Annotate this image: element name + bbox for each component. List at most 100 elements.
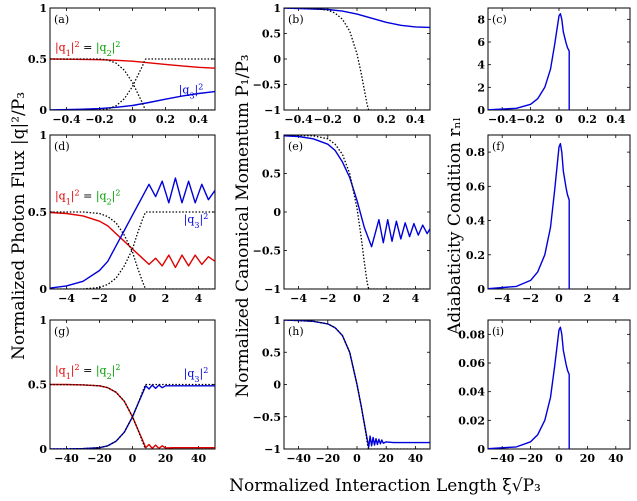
- xtick-label: −0.4: [284, 113, 313, 126]
- series-line-red: [50, 58, 215, 69]
- xtick-label: 20: [379, 452, 395, 465]
- series-line-black-dotted: [50, 383, 215, 449]
- series-line-blue: [488, 142, 570, 289]
- ytick-label: 0: [273, 53, 281, 66]
- xtick-label: −40: [490, 452, 515, 465]
- xtick-label: −0.2: [516, 113, 544, 126]
- series-line-black-dotted: [50, 211, 215, 289]
- xtick-label: 20: [158, 452, 174, 465]
- xtick-label: 0: [353, 292, 361, 305]
- ytick-label: 1: [39, 129, 47, 142]
- panel-label: (d): [54, 140, 70, 153]
- panel-label: (a): [54, 13, 69, 26]
- panel-label: (h): [288, 325, 304, 338]
- ytick-label: 4: [477, 59, 485, 72]
- panel-label: (e): [288, 140, 303, 153]
- legend-annotation: |q1|2 = |q2|2: [55, 188, 121, 206]
- panel-b: −0.4 −0.2 0 0.2 0.4 −1 −0.5 0 0.5 1 (b): [253, 2, 431, 126]
- ytick-label: 6: [477, 36, 485, 49]
- plot-frame-i: [487, 319, 631, 450]
- ytick-label: 0.6: [466, 180, 485, 193]
- xtick-label: 2: [584, 292, 592, 305]
- ytick-label: 0.8: [466, 146, 485, 159]
- xtick-label: −4: [290, 292, 307, 305]
- xtick-label: 0: [129, 113, 137, 126]
- xtick-label: −20: [316, 452, 341, 465]
- xtick-label: 0.2: [578, 113, 597, 126]
- series-line-black-dotted: [50, 383, 215, 449]
- ytick-label: 0: [273, 379, 281, 392]
- legend-annotation: |q3|2: [184, 211, 209, 229]
- xtick-label: 4: [412, 292, 420, 305]
- ylabel-canonical-momentum: Normalized Canonical Momentum P₁/P₃: [233, 54, 253, 397]
- ytick-label: −1: [264, 104, 281, 117]
- series-group-g: [50, 383, 215, 449]
- panel-f: −4 −2 0 2 4 0 0.2 0.4 0.6 0.8 (f): [466, 134, 631, 305]
- legend-annotation: |q3|2: [179, 82, 204, 100]
- ytick-label: 0: [477, 104, 485, 117]
- ytick-label: 1: [39, 2, 47, 15]
- series-line-blue: [50, 90, 215, 110]
- xtick-label: 0: [129, 292, 137, 305]
- ylabel-photon-flux: Normalized Photon Flux |q|²/P₃: [9, 92, 29, 360]
- xlabel: Normalized Interaction Length ξ√P₃: [229, 476, 541, 496]
- xtick-label: 40: [408, 452, 424, 465]
- xtick-label: −4: [494, 292, 511, 305]
- panel-a: −0.4 −0.2 0 0.2 0.4 0 0.5 1 (a) |q1|2 = |q2|2 |q3|…: [28, 2, 216, 126]
- ytick-label: 0.06: [458, 357, 485, 370]
- ytick-label: 0: [477, 443, 485, 456]
- ytick-label: 0: [39, 104, 47, 117]
- xtick-label: 0: [555, 113, 563, 126]
- xtick-label: 0.2: [156, 113, 175, 126]
- xtick-label: 0: [555, 452, 563, 465]
- panels-group: −0.4 −0.2 0 0.2 0.400.51(a)|q1|2 = |q2|2|q3|…: [28, 2, 631, 465]
- ytick-label: 0.5: [28, 379, 47, 392]
- plot-frame-f: [487, 134, 631, 290]
- ytick-label: 0: [39, 443, 47, 456]
- series-group-e: [284, 135, 430, 289]
- xtick-label: −20: [518, 452, 543, 465]
- series-line-black-dotted: [284, 320, 430, 449]
- xtick-label: −4: [58, 292, 75, 305]
- series-line-black-dotted: [284, 8, 430, 110]
- xtick-label: −20: [87, 452, 112, 465]
- panel-label: (b): [288, 13, 304, 26]
- ytick-label: −0.5: [253, 245, 281, 258]
- series-line-black-dotted: [50, 211, 215, 289]
- ytick-label: 1: [39, 314, 47, 327]
- legend-annotation: |q1|2 = |q2|2: [55, 39, 121, 57]
- xtick-label: −40: [286, 452, 311, 465]
- plot-frame-b: [283, 7, 431, 111]
- xtick-label: 4: [612, 292, 620, 305]
- series-line-red: [50, 211, 215, 269]
- xtick-label: 4: [195, 292, 203, 305]
- series-group-f: [488, 142, 570, 289]
- xtick-label: 2: [162, 292, 170, 305]
- plot-frame-c: [487, 7, 631, 111]
- ytick-label: 0.5: [28, 206, 47, 219]
- ytick-label: 0: [273, 206, 281, 219]
- series-group-b: [284, 8, 430, 110]
- panel-i: −40 −20 0 20 40 0 0.02 0.04 0.06 0.08 (i): [458, 319, 631, 465]
- series-line-blue: [488, 12, 570, 110]
- xtick-label: −0.4: [488, 113, 517, 126]
- ytick-label: 0.5: [28, 53, 47, 66]
- ylabel-adiabaticity: Adiabaticity Condition rₙₗ: [445, 117, 465, 336]
- panel-label: (i): [492, 325, 504, 338]
- xtick-label: 0.2: [377, 113, 396, 126]
- ytick-label: 0: [39, 283, 47, 296]
- panel-c: −0.4 −0.2 0 0.2 0.4 0 2 4 6 8 (c): [477, 7, 631, 126]
- panel-d: −4 −2 0 2 4 0 0.5 1 (d) |q1|2 = |q2|2 |q3|2: [28, 129, 216, 305]
- xtick-label: −0.2: [314, 113, 342, 126]
- series-group-i: [488, 326, 570, 449]
- series-line-blue: [50, 177, 215, 289]
- xtick-label: −40: [54, 452, 79, 465]
- xtick-label: 40: [608, 452, 624, 465]
- xtick-label: −2: [522, 292, 539, 305]
- series-group-h: [284, 320, 430, 449]
- ytick-label: 1: [273, 129, 281, 142]
- ytick-label: 8: [477, 13, 485, 26]
- series-group-d: [50, 177, 215, 289]
- series-line-blue: [488, 326, 570, 449]
